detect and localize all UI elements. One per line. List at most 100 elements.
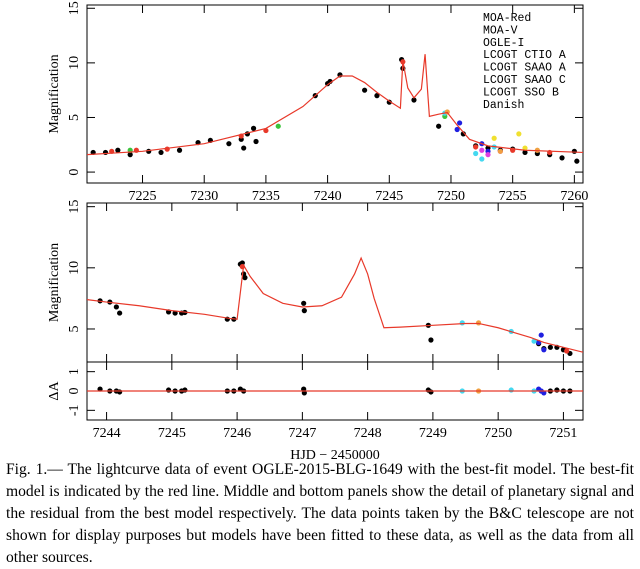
x-tick-label: 7244 bbox=[93, 426, 121, 441]
data-point bbox=[242, 275, 248, 281]
data-point bbox=[172, 310, 178, 316]
data-point bbox=[541, 390, 547, 396]
data-point bbox=[362, 87, 368, 93]
x-tick-label: 7250 bbox=[437, 189, 465, 204]
plot-frame bbox=[86, 202, 584, 363]
legend-entry: OGLE-I bbox=[483, 37, 524, 50]
x-tick-label: 7251 bbox=[549, 426, 577, 441]
y-tick-label: -1 bbox=[67, 404, 82, 416]
data-point bbox=[508, 387, 514, 393]
legend-entry: LCOGT CTIO A bbox=[483, 49, 566, 62]
y-axis-label: Magnification bbox=[47, 54, 62, 133]
x-axis-label: HJD − 2450000 bbox=[290, 448, 380, 459]
x-tick-label: 7245 bbox=[158, 426, 186, 441]
y-tick-label: 1 bbox=[67, 368, 82, 375]
data-point bbox=[541, 347, 547, 353]
data-point bbox=[460, 131, 466, 137]
y-tick-label: 10 bbox=[67, 261, 82, 275]
data-point bbox=[459, 320, 465, 326]
data-point bbox=[301, 300, 307, 306]
data-point bbox=[374, 93, 380, 99]
data-point bbox=[554, 387, 560, 393]
data-point bbox=[497, 148, 503, 154]
caption: Fig. 1.— The lightcurve data of event OG… bbox=[6, 461, 634, 566]
x-tick-label: 7249 bbox=[419, 426, 447, 441]
data-point bbox=[479, 147, 485, 153]
data-point bbox=[522, 145, 528, 151]
x-tick-label: 7246 bbox=[223, 426, 251, 441]
data-point bbox=[428, 389, 434, 395]
x-tick-label: 7248 bbox=[354, 426, 382, 441]
data-point bbox=[102, 149, 109, 156]
data-point bbox=[559, 155, 565, 161]
y-tick-label: 10 bbox=[67, 56, 82, 70]
x-tick-label: 7260 bbox=[560, 189, 588, 204]
y-tick-label: 0 bbox=[67, 169, 82, 176]
data-point bbox=[117, 310, 123, 316]
data-point bbox=[275, 123, 281, 129]
legend-entry: MOA-Red bbox=[483, 12, 531, 25]
model-line bbox=[87, 54, 583, 156]
legend-entry: LCOGT SAAO C bbox=[483, 74, 566, 87]
data-point bbox=[253, 138, 259, 145]
data-point bbox=[571, 148, 577, 154]
data-point bbox=[538, 332, 544, 338]
y-tick-label: 5 bbox=[67, 325, 82, 332]
data-point bbox=[491, 135, 497, 141]
legend-entry: MOA-V bbox=[483, 24, 518, 37]
data-point bbox=[127, 152, 133, 158]
x-tick-label: 7250 bbox=[484, 426, 512, 441]
y-tick-label: 5 bbox=[67, 114, 82, 121]
data-point bbox=[457, 120, 463, 126]
data-point bbox=[301, 390, 307, 396]
data-point bbox=[165, 387, 172, 393]
data-point bbox=[436, 123, 442, 129]
data-point bbox=[182, 387, 188, 393]
data-point bbox=[113, 304, 119, 310]
data-point bbox=[531, 338, 537, 344]
data-point bbox=[547, 344, 553, 350]
legend-entry: LCOGT SSO B bbox=[483, 86, 559, 99]
model-line bbox=[87, 256, 583, 353]
x-tick-label: 7255 bbox=[499, 189, 527, 204]
data-point bbox=[574, 158, 580, 164]
data-point bbox=[411, 97, 417, 103]
data-point bbox=[158, 149, 164, 156]
x-tick-label: 7230 bbox=[190, 189, 218, 204]
data-point bbox=[241, 145, 247, 151]
data-point bbox=[117, 389, 123, 395]
y-axis-label: Magnification bbox=[47, 243, 62, 322]
x-tick-label: 7240 bbox=[314, 189, 342, 204]
data-point bbox=[475, 320, 482, 326]
data-point bbox=[454, 126, 460, 133]
x-tick-label: 7235 bbox=[252, 189, 280, 204]
legend-entry: LCOGT SAAO A bbox=[483, 62, 566, 75]
data-point bbox=[115, 147, 121, 153]
data-point bbox=[164, 146, 170, 152]
y-tick-label: 15 bbox=[67, 1, 82, 15]
data-point bbox=[473, 144, 479, 150]
data-point bbox=[522, 149, 528, 156]
data-point bbox=[97, 386, 103, 392]
figure: 7225 7230 7235 7240 7245 7250 7255 7260051015Ma… bbox=[47, 1, 588, 459]
data-point bbox=[479, 156, 485, 162]
data-point bbox=[485, 152, 491, 158]
y-tick-label: 15 bbox=[67, 200, 82, 214]
data-point bbox=[428, 337, 434, 343]
data-point bbox=[226, 141, 232, 147]
data-point bbox=[301, 308, 307, 314]
data-point bbox=[516, 131, 522, 137]
data-point bbox=[176, 147, 183, 153]
y-axis-label: ΔA bbox=[47, 381, 62, 401]
plot-frame bbox=[86, 4, 584, 184]
x-tick-label: 7245 bbox=[375, 189, 403, 204]
data-point bbox=[250, 125, 257, 131]
data-point bbox=[301, 386, 307, 392]
legend-entry: Danish bbox=[483, 99, 524, 112]
data-point bbox=[564, 348, 570, 354]
x-tick-label: 7247 bbox=[288, 426, 316, 441]
data-point bbox=[473, 150, 479, 157]
x-tick-label: 7225 bbox=[129, 189, 157, 204]
y-tick-label: 0 bbox=[67, 388, 82, 395]
